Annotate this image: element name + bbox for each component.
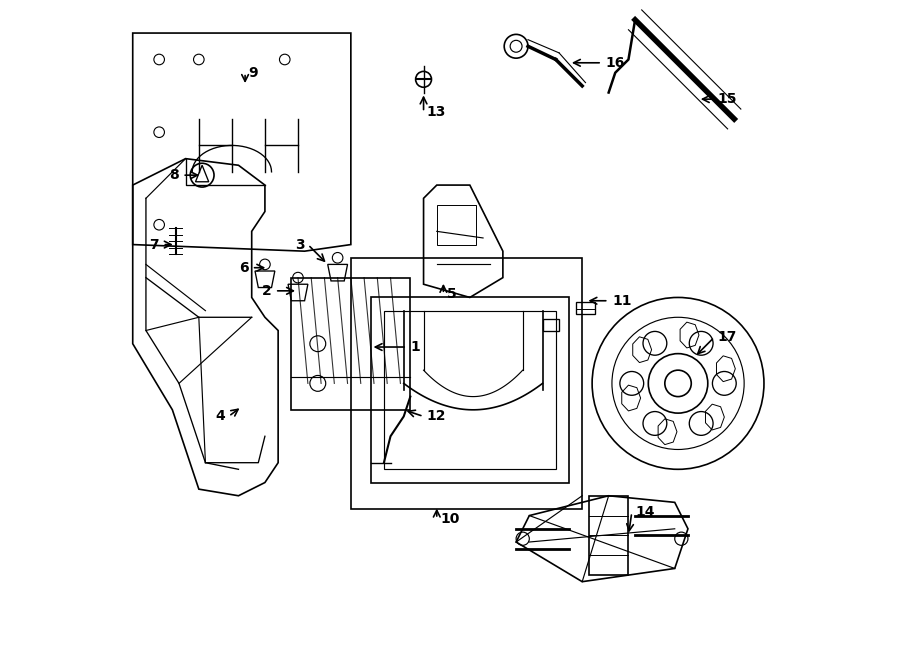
Text: 14: 14 [635, 505, 654, 520]
Text: 13: 13 [427, 105, 446, 120]
Text: 6: 6 [238, 260, 248, 275]
Text: 5: 5 [446, 287, 456, 301]
Text: 7: 7 [149, 237, 159, 252]
Text: 16: 16 [606, 56, 625, 70]
Text: 15: 15 [717, 92, 737, 106]
Text: 17: 17 [717, 330, 737, 344]
Bar [543, 319, 559, 330]
Text: 11: 11 [612, 293, 632, 308]
Text: 12: 12 [427, 409, 446, 424]
Text: 9: 9 [248, 65, 258, 80]
Bar [436, 205, 476, 245]
Bar [589, 496, 628, 575]
Bar [351, 258, 582, 509]
Text: 1: 1 [410, 340, 420, 354]
Text: 3: 3 [295, 237, 304, 252]
Text: 4: 4 [215, 409, 225, 424]
Text: 2: 2 [262, 284, 272, 298]
Text: 8: 8 [169, 168, 179, 182]
Text: 10: 10 [440, 512, 460, 526]
Bar [576, 302, 596, 314]
